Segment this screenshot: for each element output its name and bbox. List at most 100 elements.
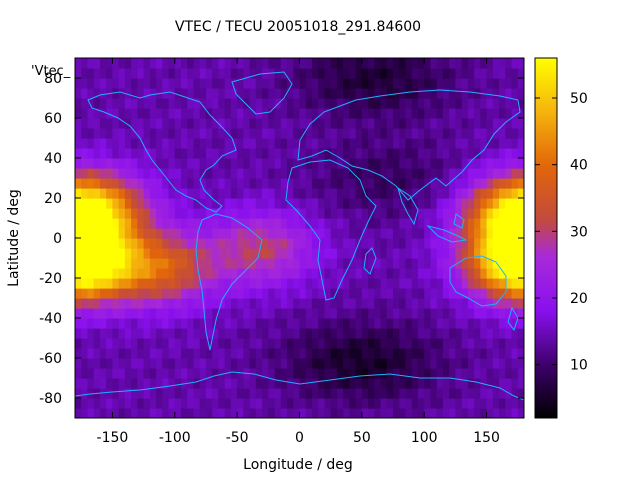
heatmap-cell [318,238,326,249]
heatmap-cell [174,388,182,399]
heatmap-cell [517,168,524,179]
heatmap-cell [436,288,444,299]
heatmap-cell [224,248,232,259]
heatmap-cell [299,58,307,69]
heatmap-cell [336,408,344,418]
heatmap-cell [212,58,220,69]
heatmap-cell [149,348,157,359]
heatmap-cell [311,128,319,139]
heatmap-cell [99,368,107,379]
heatmap-cell [505,328,513,339]
heatmap-cell [249,168,257,179]
heatmap-cell [255,208,263,219]
heatmap-cell [374,128,382,139]
colorbar-tick-label: 10 [570,358,588,374]
heatmap-cell [386,298,394,309]
heatmap-cell [411,138,419,149]
heatmap-cell [99,348,107,359]
heatmap-cell [237,148,244,159]
heatmap-cell [118,198,126,209]
heatmap-cell [205,258,213,269]
heatmap-cell [461,158,469,169]
heatmap-cell [199,178,207,189]
heatmap-cell [75,338,82,349]
heatmap-cell [474,178,481,189]
heatmap-cell [81,358,89,369]
heatmap-cell [93,158,101,169]
heatmap-cell [106,288,114,299]
heatmap-cell [106,98,114,109]
heatmap-cell [499,338,506,349]
heatmap-cell [492,158,500,169]
heatmap-cell [336,128,344,139]
heatmap-cell [511,108,519,119]
heatmap-cell [249,178,257,189]
heatmap-cell [218,248,226,259]
heatmap-cell [243,398,251,409]
heatmap-cell [436,128,444,139]
heatmap-cell [368,98,375,109]
heatmap-cell [149,98,157,109]
heatmap-cell [262,168,269,179]
heatmap-cell [486,308,494,319]
heatmap-cell [224,378,232,389]
heatmap-cell [430,288,438,299]
heatmap-cell [405,278,413,289]
heatmap-cell [305,178,313,189]
y-tick-label: 40 [44,151,62,167]
heatmap-cell [361,258,369,269]
heatmap-cell [318,68,326,79]
heatmap-cell [243,208,251,219]
heatmap-cell [287,218,294,229]
heatmap-cell [181,318,188,329]
heatmap-cell [112,268,120,279]
heatmap-cell [287,158,294,169]
heatmap-cell [336,358,344,369]
heatmap-cell [168,378,176,389]
heatmap-cell [492,168,500,179]
heatmap-cell [293,128,301,139]
heatmap-cell [106,338,114,349]
heatmap-cell [336,258,344,269]
heatmap-cell [349,328,357,339]
heatmap-cell [411,188,419,199]
heatmap-cell [436,348,444,359]
heatmap-cell [461,128,469,139]
heatmap-cell [156,398,163,409]
heatmap-cell [137,388,145,399]
heatmap-cell [436,318,444,329]
heatmap-cell [212,348,220,359]
heatmap-cell [112,358,120,369]
heatmap-cell [517,198,524,209]
heatmap-cell [380,68,388,79]
heatmap-cell [324,348,332,359]
heatmap-cell [131,178,138,189]
heatmap-cell [212,378,220,389]
heatmap-cell [330,348,338,359]
heatmap-cell [237,128,244,139]
heatmap-cell [505,398,513,409]
heatmap-cell [442,228,450,239]
heatmap-cell [149,338,157,349]
heatmap-cell [499,238,506,249]
heatmap-cell [511,78,519,89]
heatmap-cell [131,158,138,169]
heatmap-cell [243,88,251,99]
heatmap-cell [93,58,101,69]
heatmap-cell [124,138,132,149]
heatmap-cell [374,228,382,239]
heatmap-cell [405,308,413,319]
heatmap-cell [461,368,469,379]
heatmap-cell [262,118,269,129]
heatmap-cell [517,328,524,339]
heatmap-cell [249,348,257,359]
heatmap-cell [349,178,357,189]
heatmap-cell [255,378,263,389]
heatmap-cell [417,368,425,379]
heatmap-cell [424,328,432,339]
heatmap-cell [305,218,313,229]
heatmap-cell [368,228,375,239]
heatmap-cell [193,198,201,209]
heatmap-cell [87,278,95,289]
heatmap-cell [112,208,120,219]
